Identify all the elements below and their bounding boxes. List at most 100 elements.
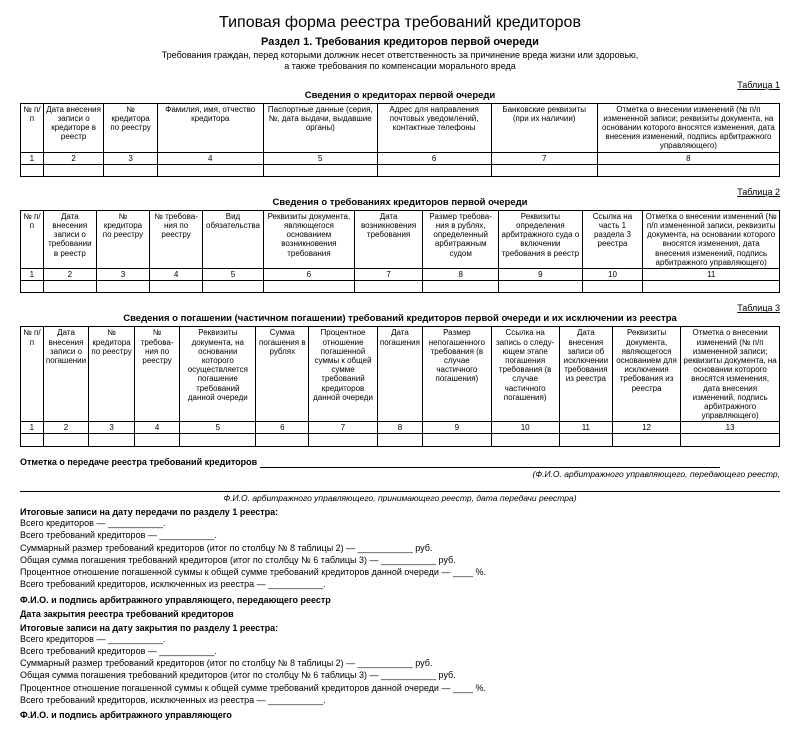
column-header: Адрес для направления почтовых уведомлен… <box>377 103 491 152</box>
column-number: 11 <box>643 269 780 281</box>
table1: № п/пДата внесения записи о кредиторе в … <box>20 103 780 177</box>
column-number: 7 <box>354 269 422 281</box>
column-number: 2 <box>43 152 104 164</box>
totals2-d: Общая сумма погашения требований кредито… <box>20 670 780 681</box>
column-header: Размер непогашенного требования (в случа… <box>423 327 491 422</box>
column-number: 8 <box>597 152 779 164</box>
column-number: 3 <box>104 152 157 164</box>
table-cell <box>150 281 203 293</box>
column-number: 2 <box>43 269 96 281</box>
table-cell <box>582 281 643 293</box>
totals1-title: Итоговые записи на дату передачи по разд… <box>20 507 780 517</box>
column-number: 12 <box>612 422 680 434</box>
column-number: 5 <box>203 269 264 281</box>
table-cell <box>377 434 423 446</box>
column-header: Банковские реквизиты (при их наличии) <box>491 103 597 152</box>
column-header: Отметка о внесении изменений (№ п/п изме… <box>643 210 780 268</box>
table-cell <box>43 434 89 446</box>
table-cell <box>96 281 149 293</box>
table-cell <box>21 281 44 293</box>
column-header: Размер требова­ния в рублях, определенны… <box>423 210 499 268</box>
table-cell <box>104 164 157 176</box>
column-number: 7 <box>309 422 377 434</box>
column-header: Паспортные данные (серия, №, дата выдачи… <box>263 103 377 152</box>
table-cell <box>21 164 44 176</box>
column-header: Вид обязатель­ства <box>203 210 264 268</box>
table-cell <box>309 434 377 446</box>
column-number: 5 <box>263 152 377 164</box>
table-cell <box>643 281 780 293</box>
table-cell <box>43 164 104 176</box>
totals1-a: Всего кредиторов — ___________. <box>20 518 780 529</box>
table-cell <box>43 281 96 293</box>
italic-note-1: (Ф.И.О. арбитражного управляющего, перед… <box>20 469 780 479</box>
column-number: 11 <box>559 422 612 434</box>
column-header: Реквизиты документа, являющегося основан… <box>612 327 680 422</box>
column-header: Ссылка на часть 1 раздела 3 реестра <box>582 210 643 268</box>
totals1-e: Процентное отношение погашенной суммы к … <box>20 567 780 578</box>
column-number: 3 <box>96 269 149 281</box>
column-number: 9 <box>499 269 582 281</box>
column-number: 10 <box>491 422 559 434</box>
table3: № п/пДата внесения записи о погаше­нии№ … <box>20 326 780 446</box>
column-header: Отметка о внесении изменений (№ п/п изме… <box>597 103 779 152</box>
column-header: № требова­ния по реестру <box>134 327 180 422</box>
column-header: Дата погаше­ния <box>377 327 423 422</box>
table-cell <box>499 281 582 293</box>
table-cell <box>597 164 779 176</box>
column-header: № п/п <box>21 103 44 152</box>
table-cell <box>491 164 597 176</box>
column-number: 7 <box>491 152 597 164</box>
column-header: Сумма погашения в рублях <box>256 327 309 422</box>
totals1-f: Всего требований кредиторов, исключенных… <box>20 579 780 590</box>
column-header: № кредитора по реестру <box>96 210 149 268</box>
column-header: Реквизиты определения арбитражного суда … <box>499 210 582 268</box>
table-cell <box>263 164 377 176</box>
column-number: 1 <box>21 422 44 434</box>
totals1-c: Суммарный размер требований кредиторов (… <box>20 543 780 554</box>
table-cell <box>377 164 491 176</box>
column-header: Дата внесения записи о требо­вании в рее… <box>43 210 96 268</box>
table-cell <box>681 434 780 446</box>
italic-note-2: Ф.И.О. арбитражного управляющего, приним… <box>20 493 780 503</box>
transfer-note: Отметка о передаче реестра требований кр… <box>20 457 780 468</box>
page-title: Типовая форма реестра требований кредито… <box>20 14 780 32</box>
table-cell <box>612 434 680 446</box>
table-cell <box>21 434 44 446</box>
table-cell <box>354 281 422 293</box>
totals2-b: Всего требований кредиторов — __________… <box>20 646 780 657</box>
fio2: Ф.И.О. и подпись арбитражного управляюще… <box>20 710 780 720</box>
section-heading: Раздел 1. Требования кредиторов первой о… <box>20 36 780 48</box>
table2: № п/пДата внесения записи о требо­вании … <box>20 210 780 294</box>
table-cell <box>263 281 354 293</box>
column-number: 4 <box>150 269 203 281</box>
table-cell <box>423 434 491 446</box>
column-number: 4 <box>134 422 180 434</box>
table-cell <box>157 164 263 176</box>
totals1-d: Общая сумма погашения требований кредито… <box>20 555 780 566</box>
table-cell <box>559 434 612 446</box>
column-header: Реквизиты доку­мента, являюще­гося основ… <box>263 210 354 268</box>
table1-title: Сведения о кредиторах первой очереди <box>20 90 780 101</box>
column-header: Дата внесения записи о погаше­нии <box>43 327 89 422</box>
column-number: 4 <box>157 152 263 164</box>
table2-label: Таблица 2 <box>20 187 780 197</box>
column-number: 9 <box>423 422 491 434</box>
column-header: Ссылка на запись о следу­ющем этапе пога… <box>491 327 559 422</box>
column-number: 1 <box>21 269 44 281</box>
column-header: Дата возникновения требования <box>354 210 422 268</box>
column-number: 3 <box>89 422 135 434</box>
column-header: № требова­ния по реестру <box>150 210 203 268</box>
totals2-e: Процентное отношение погашенной суммы к … <box>20 683 780 694</box>
column-header: № кредитора по реестру <box>104 103 157 152</box>
fio1: Ф.И.О. и подпись арбитражного управляюще… <box>20 595 780 605</box>
column-number: 13 <box>681 422 780 434</box>
table-cell <box>180 434 256 446</box>
totals2-f: Всего требований кредиторов, исключенных… <box>20 695 780 706</box>
table-cell <box>89 434 135 446</box>
column-header: Дата внесения записи о кредиторе в реест… <box>43 103 104 152</box>
column-header: Процентное отношение погашенной суммы к … <box>309 327 377 422</box>
column-header: Фамилия, имя, отчество кредитора <box>157 103 263 152</box>
column-number: 6 <box>256 422 309 434</box>
column-number: 2 <box>43 422 89 434</box>
